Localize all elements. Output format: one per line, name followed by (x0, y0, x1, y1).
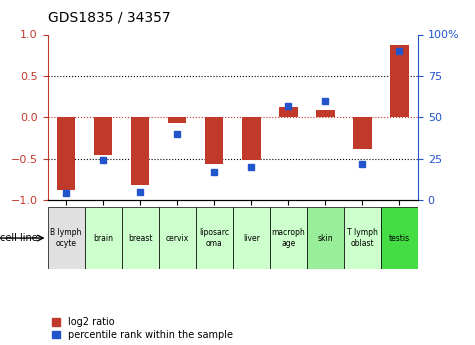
Text: macroph
age: macroph age (271, 228, 305, 248)
Bar (94, 117, 113, 155)
Text: brain: brain (93, 234, 113, 243)
Text: B lymph
ocyte: B lymph ocyte (50, 228, 82, 248)
Bar (159, 207, 196, 269)
Bar (168, 117, 187, 123)
Text: testis: testis (389, 234, 410, 243)
Bar (344, 207, 381, 269)
Text: liver: liver (243, 234, 260, 243)
Bar (131, 117, 149, 185)
Bar (242, 117, 260, 160)
Text: cervix: cervix (166, 234, 189, 243)
Text: GDS1835 / 34357: GDS1835 / 34357 (48, 10, 170, 24)
Text: cell line: cell line (0, 233, 38, 243)
Text: skin: skin (318, 234, 333, 243)
Bar (48, 207, 85, 269)
Text: breast: breast (128, 234, 152, 243)
Text: T lymph
oblast: T lymph oblast (347, 228, 378, 248)
Bar (122, 207, 159, 269)
Bar (233, 207, 270, 269)
Bar (279, 107, 297, 117)
Bar (390, 45, 409, 117)
Bar (307, 207, 344, 269)
Bar (196, 207, 233, 269)
Legend: log2 ratio, percentile rank within the sample: log2 ratio, percentile rank within the s… (52, 317, 233, 340)
Bar (205, 117, 224, 165)
Bar (353, 117, 371, 149)
Bar (316, 110, 335, 117)
Text: liposarc
oma: liposarc oma (199, 228, 229, 248)
Bar (381, 207, 418, 269)
Bar (85, 207, 122, 269)
Bar (270, 207, 307, 269)
Bar (57, 117, 75, 190)
